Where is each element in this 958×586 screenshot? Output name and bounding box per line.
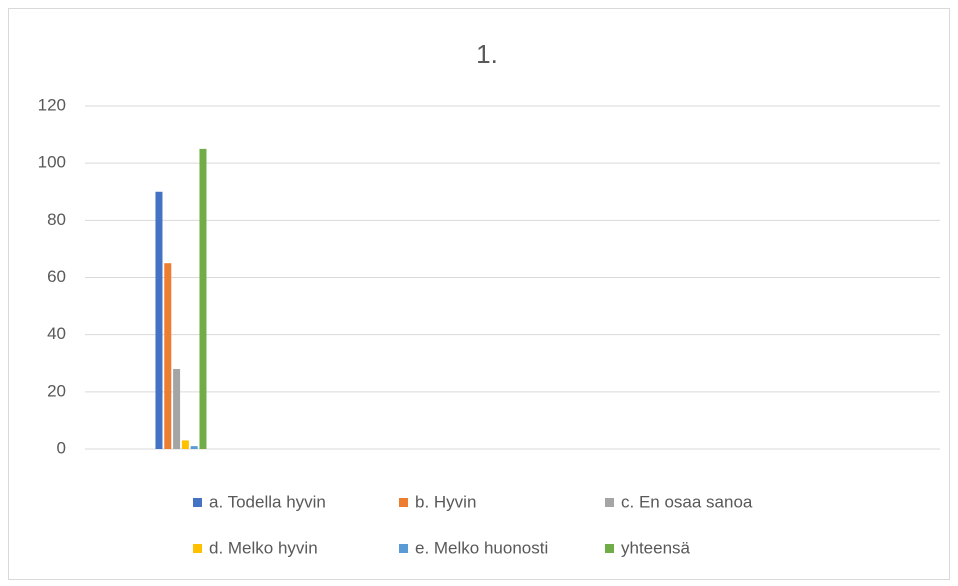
legend-swatch — [399, 498, 408, 507]
legend-label: c. En osaa sanoa — [621, 492, 753, 511]
bar — [190, 446, 198, 449]
bar — [155, 191, 163, 449]
legend-swatch — [193, 498, 202, 507]
y-tick-label: 0 — [57, 438, 66, 457]
y-tick-label: 80 — [47, 210, 66, 229]
legend-swatch — [605, 498, 614, 507]
y-tick-label: 60 — [47, 267, 66, 286]
legend-label: b. Hyvin — [415, 492, 476, 511]
y-tick-label: 100 — [38, 153, 66, 172]
chart-frame — [8, 8, 950, 580]
y-tick-label: 20 — [47, 381, 66, 400]
legend-swatch — [193, 544, 202, 553]
legend-label: e. Melko huonosti — [415, 538, 548, 557]
bar — [199, 148, 207, 449]
bar — [173, 368, 181, 449]
legend-label: a. Todella hyvin — [209, 492, 326, 511]
bar — [164, 263, 172, 449]
y-tick-label: 40 — [47, 324, 66, 343]
bar — [181, 440, 189, 449]
legend-label: d. Melko hyvin — [209, 538, 318, 557]
y-tick-label: 120 — [38, 95, 66, 114]
legend-swatch — [605, 544, 614, 553]
legend-swatch — [399, 544, 408, 553]
legend-label: yhteensä — [621, 538, 691, 557]
chart-title: 1. — [476, 39, 498, 69]
